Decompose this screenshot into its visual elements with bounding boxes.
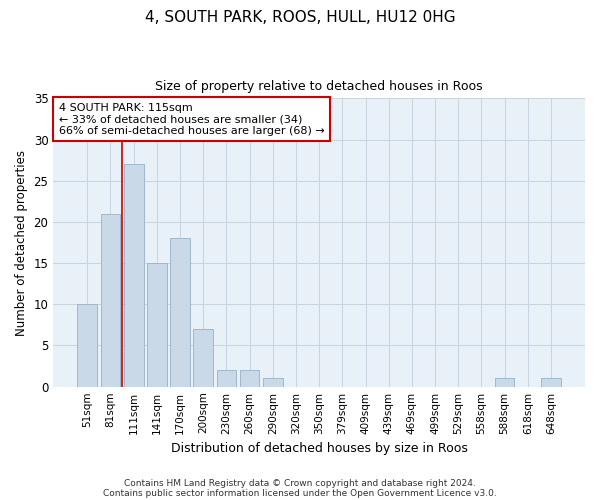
- Text: Contains HM Land Registry data © Crown copyright and database right 2024.: Contains HM Land Registry data © Crown c…: [124, 478, 476, 488]
- Bar: [495, 378, 514, 386]
- Bar: [124, 164, 143, 386]
- Bar: [263, 378, 283, 386]
- Text: 4 SOUTH PARK: 115sqm
← 33% of detached houses are smaller (34)
66% of semi-detac: 4 SOUTH PARK: 115sqm ← 33% of detached h…: [59, 102, 325, 136]
- Text: 4, SOUTH PARK, ROOS, HULL, HU12 0HG: 4, SOUTH PARK, ROOS, HULL, HU12 0HG: [145, 10, 455, 25]
- Bar: [217, 370, 236, 386]
- X-axis label: Distribution of detached houses by size in Roos: Distribution of detached houses by size …: [171, 442, 467, 455]
- Text: Contains public sector information licensed under the Open Government Licence v3: Contains public sector information licen…: [103, 488, 497, 498]
- Bar: [170, 238, 190, 386]
- Bar: [240, 370, 259, 386]
- Bar: [193, 329, 213, 386]
- Bar: [541, 378, 561, 386]
- Title: Size of property relative to detached houses in Roos: Size of property relative to detached ho…: [155, 80, 483, 93]
- Bar: [147, 263, 167, 386]
- Bar: [101, 214, 121, 386]
- Y-axis label: Number of detached properties: Number of detached properties: [15, 150, 28, 336]
- Bar: [77, 304, 97, 386]
